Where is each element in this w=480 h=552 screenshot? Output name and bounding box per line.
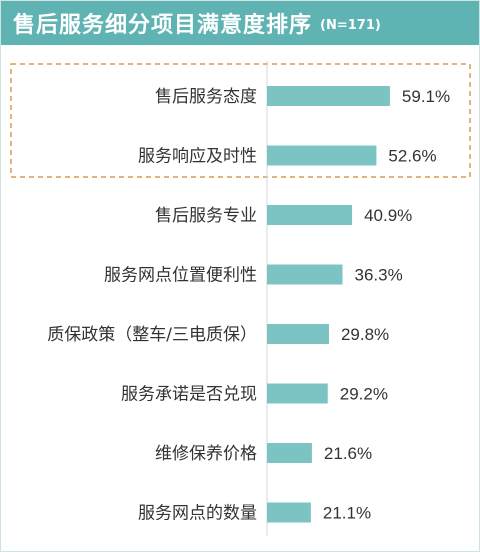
bar	[267, 383, 328, 404]
bar	[267, 145, 377, 166]
category-label: 售后服务态度	[155, 87, 257, 107]
category-label: 服务承诺是否兑现	[121, 385, 257, 405]
chart-title: 售后服务细分项目满意度排序	[13, 13, 313, 38]
value-label: 36.3%	[355, 266, 403, 285]
category-label: 服务网点位置便利性	[104, 266, 257, 286]
bar	[267, 205, 353, 225]
category-label: 服务响应及时性	[138, 147, 257, 167]
value-label: 29.8%	[341, 325, 389, 344]
bar	[267, 264, 343, 285]
bar	[267, 443, 312, 463]
highlight-box	[10, 63, 471, 178]
bar	[267, 324, 329, 344]
bar	[267, 86, 390, 106]
value-label: 29.2%	[340, 385, 388, 404]
value-label: 21.6%	[324, 444, 372, 463]
value-label: 21.1%	[323, 504, 371, 523]
chart-subtitle: (N=171)	[320, 17, 381, 33]
category-label: 售后服务专业	[155, 206, 257, 226]
bar	[267, 502, 311, 523]
value-label: 52.6%	[388, 147, 436, 166]
chart-header: 售后服务细分项目满意度排序 (N=171)	[1, 1, 479, 45]
category-label: 质保政策（整车/三电质保）	[47, 325, 257, 345]
category-label: 服务网点的数量	[138, 504, 257, 524]
value-label: 40.9%	[364, 206, 412, 225]
value-label: 59.1%	[402, 87, 450, 106]
category-label: 维修保养价格	[155, 444, 257, 464]
